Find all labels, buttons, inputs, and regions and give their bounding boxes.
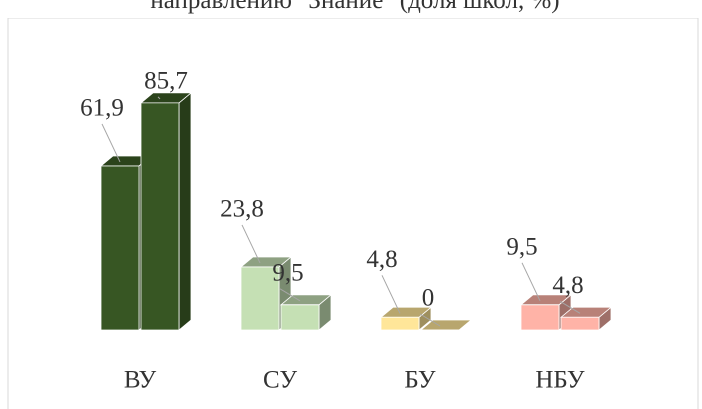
data-label: 9,5 (506, 234, 537, 261)
x-tick-label: ВУ (124, 367, 157, 394)
data-label: 4,8 (552, 272, 583, 299)
leader-line (279, 288, 301, 302)
bar (139, 92, 193, 331)
leader-line (381, 275, 401, 314)
data-label: 85,7 (144, 68, 188, 95)
leader-line (241, 224, 261, 264)
x-tick-label: НБУ (535, 367, 585, 394)
data-label: 4,8 (366, 246, 397, 273)
data-label: 0 (422, 285, 435, 312)
data-label: 61,9 (80, 95, 124, 122)
title-backdrop (0, 0, 702, 18)
x-tick-label: СУ (263, 367, 297, 394)
bar (279, 293, 333, 331)
leader-line (419, 313, 441, 327)
x-tick-label: БУ (404, 367, 435, 394)
bar (559, 306, 613, 331)
leader-line (559, 300, 581, 314)
leader-line (157, 96, 161, 100)
leader-line (521, 262, 541, 302)
bar (379, 306, 433, 331)
leader-line (101, 123, 121, 163)
chart-title: направлению "Знание" (доля школ, %) (150, 0, 559, 14)
data-label: 9,5 (272, 260, 303, 287)
data-label: 23,8 (220, 196, 264, 223)
